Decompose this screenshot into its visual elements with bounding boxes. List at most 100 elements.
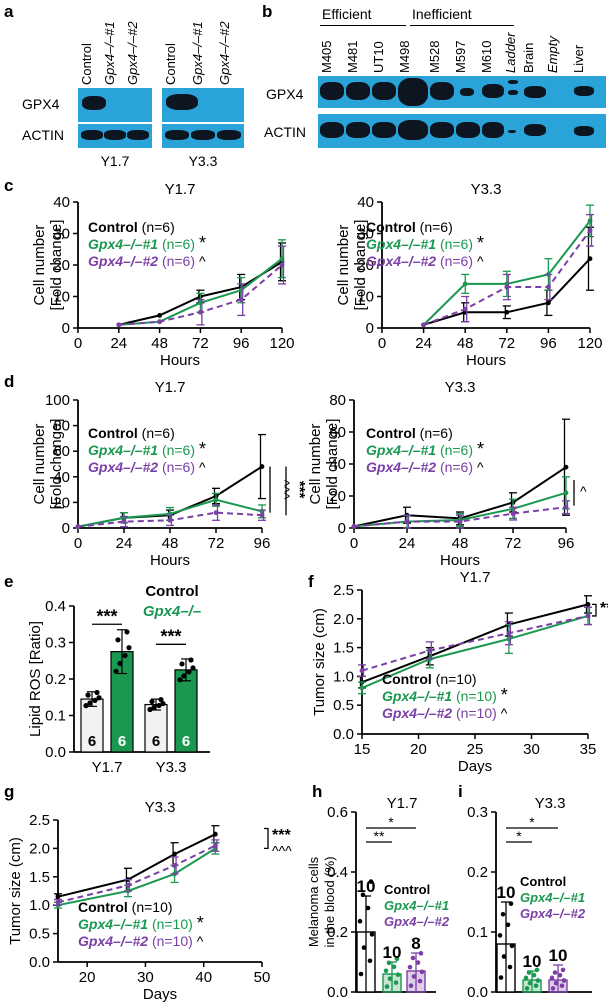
x-tick-label: 72 xyxy=(192,335,209,352)
y-tick-label: 0.5 xyxy=(29,926,50,943)
data-dot xyxy=(360,892,366,898)
data-dot xyxy=(508,901,514,906)
lane-label: Gpx4–/–#2 xyxy=(125,21,140,85)
x-tick-label: 0 xyxy=(74,535,82,552)
y-tick-label: 10 xyxy=(53,289,70,306)
y-axis-label: [Fold change] xyxy=(352,220,369,311)
y-axis-label-group: Melanoma cells in the blood (%) xyxy=(306,856,337,947)
data-dot xyxy=(557,972,563,978)
x-tick-label: 120 xyxy=(577,335,602,352)
y-axis-label: Cell number xyxy=(31,225,48,306)
data-point xyxy=(125,882,131,888)
panel-label-a: a xyxy=(4,2,14,21)
lane-label: Ladder xyxy=(503,32,518,73)
data-dot xyxy=(418,951,424,956)
panel-a-group-y17: Y1.7 xyxy=(100,153,130,169)
legend-entry: Control (n=6) xyxy=(366,219,453,235)
sig-mark: * xyxy=(529,814,535,830)
data-point xyxy=(585,613,591,619)
y-tick-label: 0.4 xyxy=(45,598,66,615)
x-tick-label: 96 xyxy=(233,335,250,352)
n-label: 10 xyxy=(383,943,402,962)
lane-label: M481 xyxy=(345,40,360,73)
data-dot xyxy=(188,657,194,663)
blot-b-gpx4 xyxy=(318,76,606,108)
data-dot xyxy=(151,704,157,711)
x-tick-label: 120 xyxy=(269,335,294,352)
y-axis-label: in the blood (%) xyxy=(322,856,337,947)
y-axis-label: Cell number xyxy=(31,424,48,505)
y-axis-label: Melanoma cells xyxy=(306,856,321,947)
data-dot xyxy=(501,954,507,959)
data-point xyxy=(172,851,177,857)
legend-entry: Control xyxy=(145,583,198,600)
data-dot xyxy=(186,669,192,675)
data-dot xyxy=(190,665,196,671)
data-dot xyxy=(415,960,421,965)
legend-entry: Gpx4–/–#1 (n=6) * xyxy=(366,439,484,459)
n-label: 10 xyxy=(497,883,516,902)
x-tick-label: 72 xyxy=(498,335,515,352)
y-tick-label: 0.6 xyxy=(327,804,348,821)
lane-label: Brain xyxy=(521,42,536,73)
data-dot xyxy=(533,983,539,989)
y-tick-label: 60 xyxy=(329,424,346,441)
data-dot xyxy=(156,702,162,709)
y-tick-label: 20 xyxy=(329,488,346,505)
x-axis-label: Hours xyxy=(440,552,480,569)
panel-label-h: h xyxy=(312,782,323,801)
data-point xyxy=(546,284,551,290)
y-tick-label: 0.0 xyxy=(29,954,50,971)
sig-mark: *** xyxy=(96,606,117,626)
x-tick-label: 30 xyxy=(523,741,540,758)
y-axis-label-group: Cell number [Fold change] xyxy=(335,220,369,311)
series-line-1 xyxy=(361,614,589,689)
n-label: 6 xyxy=(88,733,96,750)
lane-label: M498 xyxy=(397,40,412,73)
data-dot xyxy=(526,970,532,975)
sig-mark: ^^^ xyxy=(272,842,292,858)
y-axis-label-group: Cell number [Fold change] xyxy=(31,419,65,510)
data-dot xyxy=(408,983,414,988)
x-tick-label: 48 xyxy=(151,335,168,352)
x-tick-label: Y1.7 xyxy=(92,759,123,776)
legend-entry: Control (n=6) xyxy=(88,425,175,441)
legend-entry: Gpx4–/–#1 xyxy=(384,898,449,913)
data-dot xyxy=(361,945,367,950)
n-label: 6 xyxy=(152,733,160,750)
chart-title: Y1.7 xyxy=(387,795,418,812)
data-dot xyxy=(358,971,364,977)
data-dot xyxy=(417,978,423,984)
data-point xyxy=(504,284,510,290)
n-label: 10 xyxy=(549,946,568,965)
chart-title: Y3.3 xyxy=(445,379,476,396)
series-line-0 xyxy=(57,833,216,898)
data-dot xyxy=(419,969,425,975)
data-dot xyxy=(368,879,374,884)
chart-i-blood-y33: Y3.3 0.0 0.1 0.2 0.3 10 10 10 * * ControlGpx4–/–#1… xyxy=(467,795,592,1001)
blot-b-actin xyxy=(318,114,606,148)
sig-mark: *** xyxy=(272,827,291,844)
data-dot xyxy=(160,700,166,707)
series-line-0 xyxy=(361,603,589,684)
data-point xyxy=(504,309,510,315)
data-point xyxy=(546,300,551,306)
data-point xyxy=(359,685,365,691)
panel-a-row-gpx4: GPX4 xyxy=(22,96,60,112)
sig-mark: * xyxy=(516,828,522,844)
n-label: 10 xyxy=(523,952,542,971)
data-point xyxy=(55,894,61,900)
y-tick-label: 1.0 xyxy=(29,897,50,914)
data-dot xyxy=(94,689,100,696)
x-tick-label: 24 xyxy=(415,335,432,352)
data-dot xyxy=(113,668,119,674)
data-dot xyxy=(507,964,513,970)
y-tick-label: 100 xyxy=(45,392,70,409)
lane-label: M610 xyxy=(479,40,494,73)
chart-title: Y1.7 xyxy=(165,181,196,198)
data-dot xyxy=(552,970,558,975)
data-point xyxy=(157,313,163,318)
chart-h-blood-y17: Y1.7 0.0 0.2 0.4 0.6 Melanoma cells in the blo… xyxy=(306,795,450,1001)
legend-entry: Gpx4–/–#2 xyxy=(384,914,450,929)
